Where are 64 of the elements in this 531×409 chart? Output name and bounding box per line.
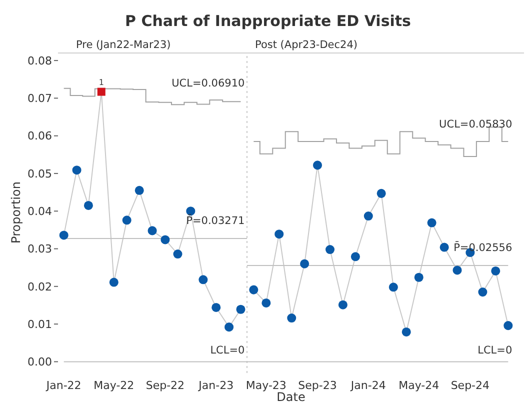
x-tick-label: May-23 bbox=[246, 378, 286, 392]
point bbox=[173, 250, 182, 259]
y-tick-label: 0.00 bbox=[28, 356, 52, 369]
x-tick-label: Jan-23 bbox=[198, 378, 234, 392]
x-tick-label: May-22 bbox=[94, 378, 134, 392]
point bbox=[364, 212, 373, 221]
point bbox=[212, 302, 221, 312]
chart-title: P Chart of Inappropriate ED Visits bbox=[125, 12, 412, 30]
point bbox=[350, 252, 360, 262]
point bbox=[312, 160, 322, 170]
x-tick-label: Sep-22 bbox=[146, 378, 185, 392]
y-tick-label: 0.06 bbox=[28, 130, 52, 143]
y-tick-label: 0.02 bbox=[28, 280, 52, 294]
point bbox=[402, 327, 411, 336]
point bbox=[300, 259, 310, 268]
annotation: UCL=0.05830 bbox=[439, 118, 512, 130]
point bbox=[97, 88, 106, 96]
point bbox=[236, 304, 246, 314]
annotation: P̄=0.03271 bbox=[186, 214, 245, 228]
point bbox=[440, 242, 449, 252]
point bbox=[478, 288, 488, 297]
annotation: LCL=0 bbox=[210, 344, 245, 357]
x-tick-label: Jan-22 bbox=[45, 378, 82, 392]
annotation: LCL=0 bbox=[478, 344, 512, 357]
point bbox=[274, 230, 284, 239]
text: Post (Apr23-Dec24) bbox=[254, 39, 358, 51]
point bbox=[122, 216, 132, 225]
y-tick-label: 0.04 bbox=[28, 205, 52, 218]
y-tick-label: 0.01 bbox=[28, 318, 52, 331]
point bbox=[504, 321, 513, 330]
point bbox=[452, 266, 462, 275]
point bbox=[59, 230, 68, 240]
point bbox=[414, 272, 424, 282]
point bbox=[262, 298, 271, 308]
point bbox=[198, 275, 208, 284]
y-tick-label: 0.07 bbox=[28, 92, 52, 106]
point bbox=[72, 166, 82, 175]
point bbox=[376, 188, 386, 198]
y-tick-label: 0.03 bbox=[28, 242, 52, 256]
x-tick-label: Sep-23 bbox=[298, 378, 337, 392]
annotation: 1 bbox=[98, 78, 104, 87]
annotation: UCL=0.06910 bbox=[172, 78, 245, 90]
point bbox=[427, 218, 436, 228]
x-tick-label: Jan-24 bbox=[350, 378, 386, 392]
y-axis-title: Proportion bbox=[9, 182, 23, 244]
y-tick-label: 0.08 bbox=[28, 54, 52, 68]
point bbox=[338, 300, 348, 310]
point bbox=[249, 285, 258, 294]
point bbox=[84, 200, 93, 210]
text: Pre (Jan22-Mar23) bbox=[76, 39, 171, 51]
point bbox=[224, 322, 234, 332]
y-tick-label: 0.05 bbox=[28, 167, 52, 180]
x-tick-label: Sep-24 bbox=[450, 378, 490, 392]
point bbox=[491, 266, 500, 276]
annotation: P̄=0.02556 bbox=[454, 241, 512, 254]
x-tick-label: May-24 bbox=[398, 378, 440, 392]
point bbox=[109, 278, 118, 287]
x-axis-title: Date bbox=[276, 390, 306, 404]
point bbox=[325, 245, 335, 254]
point bbox=[388, 282, 398, 292]
point bbox=[160, 235, 170, 244]
point bbox=[134, 186, 144, 195]
point bbox=[287, 314, 296, 323]
point bbox=[148, 226, 157, 236]
